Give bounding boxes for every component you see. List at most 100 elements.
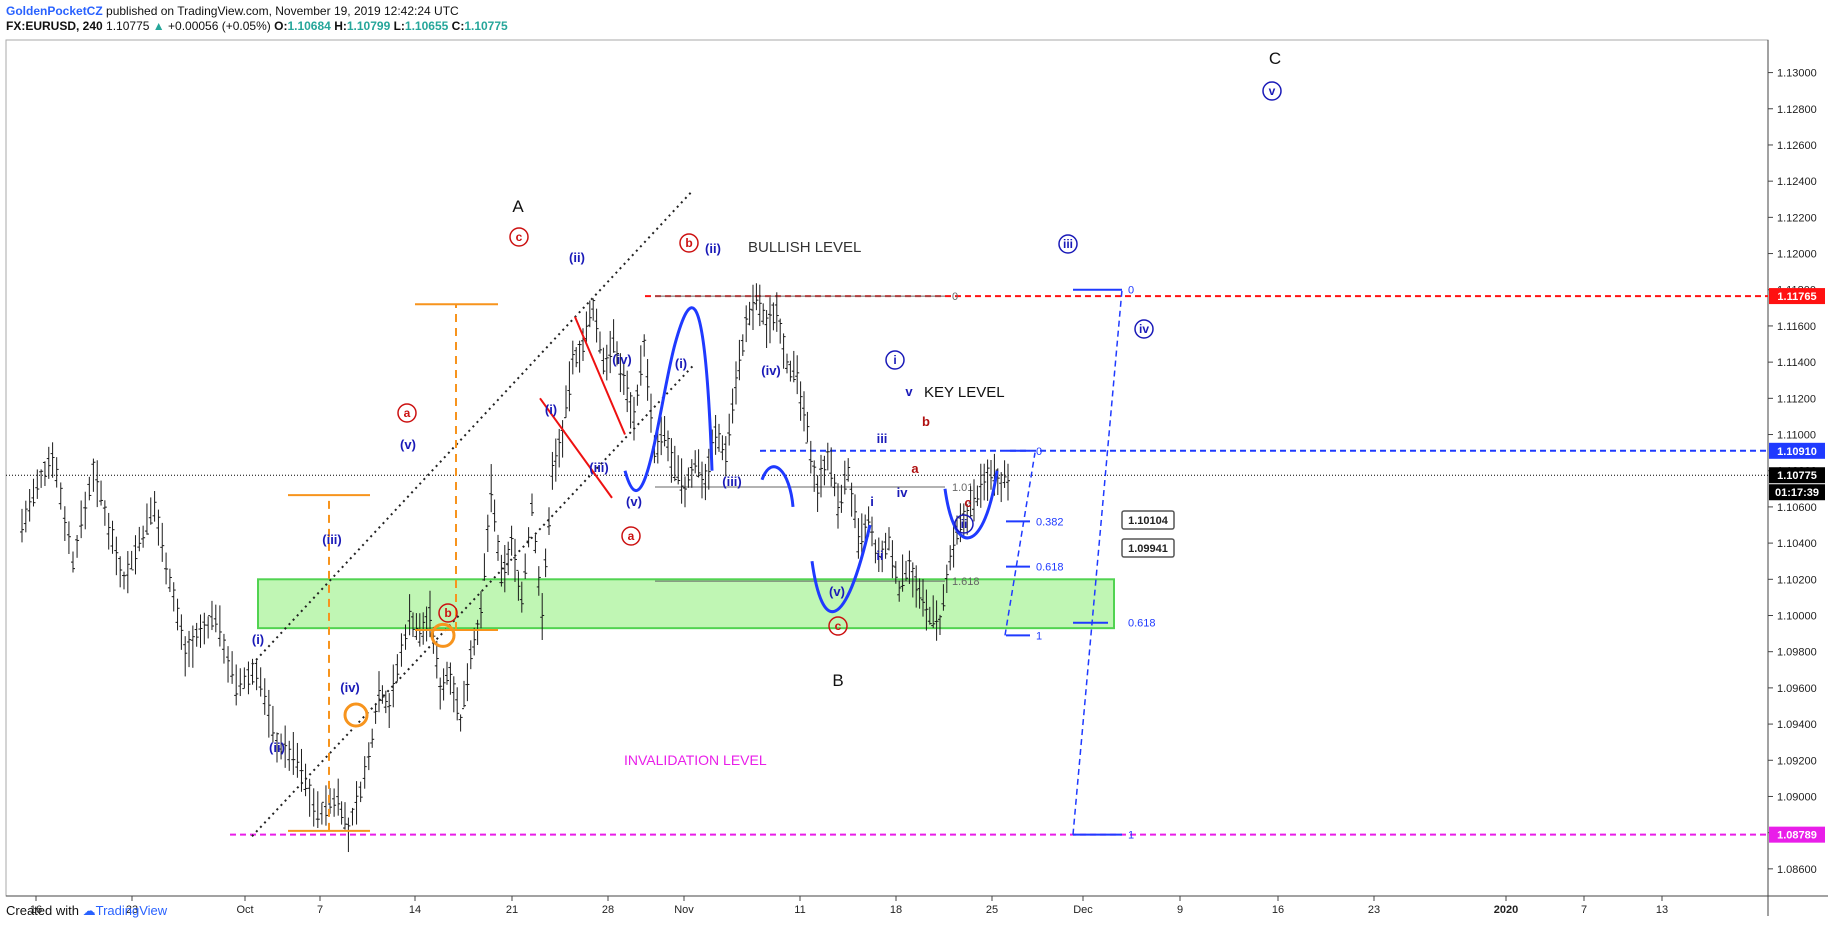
price-tick-label: 1.10400 bbox=[1777, 538, 1817, 550]
wave-label: i bbox=[870, 494, 874, 509]
fib-0618-label: 0.618 bbox=[1128, 618, 1156, 630]
drawings: 1.10104 1.09941 bbox=[251, 189, 1175, 837]
plot-border bbox=[5, 39, 1769, 897]
price-tick-label: 1.09600 bbox=[1777, 683, 1817, 695]
wave-circle-label: i bbox=[893, 353, 896, 367]
high-value: 1.10799 bbox=[346, 19, 391, 33]
projection-label: 0 bbox=[1128, 285, 1134, 297]
time-tick-label: 9 bbox=[1177, 904, 1183, 916]
wave-circle-label: c bbox=[835, 619, 842, 633]
wave-label: ii bbox=[876, 548, 883, 563]
last-price-tag-text: 1.10775 bbox=[1777, 470, 1817, 482]
time-tick-label: 11 bbox=[794, 904, 805, 916]
price-tick-label: 1.08600 bbox=[1777, 864, 1817, 876]
time-tick-label: Oct bbox=[236, 904, 253, 916]
wave-circle-label: ii bbox=[961, 517, 968, 531]
wave-label: (v) bbox=[400, 437, 416, 452]
price-tick-label: 1.12600 bbox=[1777, 140, 1817, 152]
orange-circle bbox=[343, 702, 369, 728]
wave-circle-label: iv bbox=[1139, 322, 1149, 336]
open-label: O: bbox=[274, 19, 288, 33]
wave-label: (v) bbox=[829, 584, 845, 599]
wave-label: (iii) bbox=[322, 532, 342, 547]
up-triangle-icon: ▲ bbox=[152, 19, 165, 33]
publish-line: GoldenPocketCZ published on TradingView.… bbox=[6, 4, 508, 19]
level-price-tag-bg bbox=[1769, 288, 1825, 305]
wave-circle-label: a bbox=[628, 529, 635, 543]
brand-text[interactable]: TradingView bbox=[95, 903, 168, 918]
time-axis[interactable]: 16 23 Oct 7 14 21 28 Nov 11 18 25 Dec 9 16 23 2020 7 13 bbox=[30, 896, 1668, 916]
level-price-tag: 1.10910 bbox=[1769, 442, 1825, 459]
wave-circle bbox=[397, 403, 417, 423]
level-price-tag: 1.11765 bbox=[1769, 288, 1825, 305]
open-value: 1.10684 bbox=[287, 19, 331, 33]
level-price-tag-text: 1.10910 bbox=[1777, 446, 1817, 458]
wave-circle bbox=[828, 616, 848, 636]
level-price-tag-text: 1.08789 bbox=[1777, 830, 1817, 842]
time-tick-label: 7 bbox=[1581, 904, 1587, 916]
created-text: Created with bbox=[6, 903, 79, 918]
blue-curve-arrow bbox=[760, 465, 795, 508]
price-tick-label: 1.09000 bbox=[1777, 791, 1817, 803]
projection-dashed bbox=[1072, 289, 1123, 835]
wave-circle-label: iii bbox=[1063, 237, 1073, 251]
red-trendline bbox=[539, 397, 613, 499]
fib-tag-box bbox=[1121, 510, 1175, 530]
wave-label: (iv) bbox=[340, 680, 360, 695]
wave-label: iv bbox=[897, 485, 909, 500]
wave-label: (ii) bbox=[569, 250, 585, 265]
level-price-tag-bg bbox=[1769, 442, 1825, 459]
last-price-tag-bg bbox=[1769, 467, 1825, 484]
price-tick-label: 1.09400 bbox=[1777, 719, 1817, 731]
time-tick-label: 14 bbox=[409, 904, 421, 916]
horizontal-levels: 0 1.01 1.618 0 0.382 0.618 1 0 1 0.618 bbox=[6, 285, 1768, 842]
wave-circle bbox=[679, 233, 699, 253]
symbol-line: FX:EURUSD, 240 1.10775 ▲ +0.00056 (+0.05… bbox=[6, 19, 508, 34]
fib-level-label: 0.382 bbox=[1036, 516, 1064, 528]
time-tick-label: 16 bbox=[30, 904, 42, 916]
wave-label: (i) bbox=[675, 356, 687, 371]
time-tick-label: 23 bbox=[1368, 904, 1380, 916]
wave-label: (iv) bbox=[761, 363, 781, 378]
wave-label: (ii) bbox=[269, 740, 285, 755]
low-value: 1.10655 bbox=[404, 19, 449, 33]
level-price-tag: 1.08789 bbox=[1769, 826, 1825, 843]
wave-circle-label: b bbox=[444, 606, 451, 620]
red-trendline bbox=[574, 316, 626, 435]
fib-level-label: 1 bbox=[1036, 630, 1042, 642]
wave-circle bbox=[885, 350, 905, 370]
wave-label: (iii) bbox=[722, 474, 742, 489]
author-link[interactable]: GoldenPocketCZ bbox=[6, 4, 103, 18]
wave-label: (i) bbox=[545, 402, 557, 417]
blue-curve-arrow bbox=[943, 470, 999, 540]
time-tick-label: 23 bbox=[126, 904, 138, 916]
key-level-label: KEY LEVEL bbox=[924, 384, 1005, 401]
price-tick-label: 1.12800 bbox=[1777, 104, 1817, 116]
fib-tag-text: 1.10104 bbox=[1128, 515, 1169, 527]
time-tick-label: 13 bbox=[1656, 904, 1668, 916]
wave-circle-label: c bbox=[516, 230, 523, 244]
footer: Created with ☁TradingView bbox=[6, 903, 167, 919]
orange-circle bbox=[430, 622, 456, 648]
projection-label: 1 bbox=[1128, 830, 1134, 842]
price-tick-label: 1.11000 bbox=[1777, 430, 1816, 442]
low-label: L: bbox=[393, 19, 405, 33]
high-label: H: bbox=[334, 19, 347, 33]
level-price-tag-bg bbox=[1769, 826, 1825, 843]
wave-B: B bbox=[832, 671, 843, 690]
wave-label: (iv) bbox=[612, 352, 632, 367]
gray-fib-label: 1.618 bbox=[952, 576, 980, 588]
price-tags: 1.11765 1.10910 1.08789 1.10775 01:17:39 bbox=[1769, 288, 1825, 843]
price-tick-label: 1.12000 bbox=[1777, 249, 1817, 261]
ohlc-bars bbox=[20, 283, 1010, 853]
price-tick-label: 1.11200 bbox=[1777, 393, 1816, 405]
wave-circle bbox=[1262, 81, 1282, 101]
time-tick-label: 7 bbox=[317, 904, 323, 916]
tradingview-logo-icon[interactable]: ☁ bbox=[82, 903, 96, 918]
support-zone bbox=[257, 578, 1115, 630]
wave-labels: ABCvcabbaciiiiiiiv(i)(ii)(iii)(iv)(v)(ii… bbox=[252, 49, 1282, 768]
countdown-text: 01:17:39 bbox=[1775, 487, 1819, 499]
price-tick-label: 1.11600 bbox=[1777, 321, 1816, 333]
blue-curve-arrow bbox=[810, 524, 872, 614]
